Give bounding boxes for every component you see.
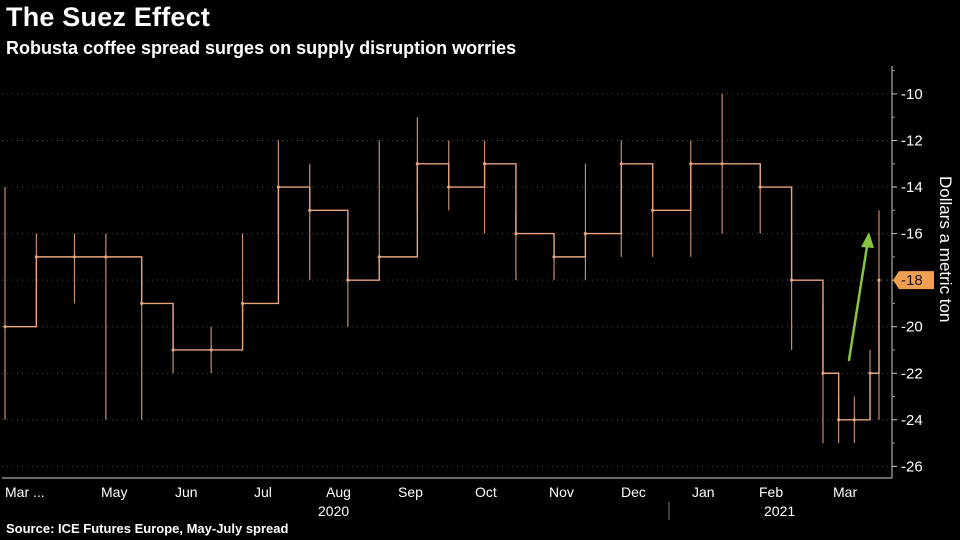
data-point [447, 185, 451, 189]
data-point [821, 371, 825, 375]
x-month-label: Aug [326, 484, 351, 500]
last-value-badge [893, 271, 934, 290]
data-point [276, 185, 281, 189]
data-point [209, 348, 213, 352]
data-point [104, 255, 108, 259]
last-value-marker: -18 [893, 271, 934, 290]
data-point [240, 301, 245, 306]
data-point [720, 162, 724, 166]
data-point [3, 325, 7, 329]
series-group [3, 93, 881, 444]
data-point [415, 162, 419, 166]
x-year-label: 2020 [318, 503, 349, 519]
chart-subtitle: Robusta coffee spread surges on supply d… [6, 38, 517, 58]
data-point [34, 255, 38, 259]
data-point [689, 162, 693, 166]
x-month-label: Dec [621, 484, 646, 500]
data-point [377, 255, 381, 259]
y-axis-title: Dollars a metric ton [936, 176, 955, 322]
arrow-head [861, 232, 874, 248]
x-month-label: Sep [398, 484, 423, 500]
axes [2, 66, 893, 479]
data-point [72, 255, 77, 259]
x-month-label: Mar ... [5, 484, 45, 500]
x-year-label: 2021 [764, 503, 795, 519]
data-point [837, 418, 841, 422]
gridlines [2, 93, 892, 467]
data-point [852, 418, 856, 422]
last-value-label: -18 [901, 272, 923, 289]
y-tick-label: -26 [901, 458, 923, 475]
y-tick-label: -10 [901, 86, 923, 103]
data-point [651, 208, 655, 212]
y-tick-label: -20 [901, 319, 923, 336]
data-point [877, 278, 881, 282]
source-note: Source: ICE Futures Europe, May-July spr… [6, 521, 289, 536]
data-point [619, 162, 623, 166]
y-tick-label: -24 [901, 412, 923, 429]
data-point [171, 348, 175, 352]
chart-title: The Suez Effect [6, 2, 211, 32]
y-tick-label: -12 [901, 132, 923, 149]
arrow-shaft [847, 238, 870, 362]
x-month-label: Jul [254, 484, 272, 500]
data-point [552, 255, 556, 259]
data-point [758, 185, 762, 189]
x-month-label: Oct [475, 484, 497, 500]
x-month-label: Nov [549, 484, 574, 500]
data-point [346, 278, 350, 282]
data-point [482, 162, 487, 166]
y-tick-label: -16 [901, 226, 923, 243]
series-line [5, 163, 880, 421]
y-tick-label: -22 [901, 365, 923, 382]
x-month-label: Jun [175, 484, 198, 500]
data-point [868, 371, 872, 375]
x-month-label: Mar [833, 484, 857, 500]
x-month-label: Feb [759, 484, 783, 500]
x-tick-labels: Mar ... May Jun Jul Aug Sep Oct Nov Dec Jan Feb Mar… [5, 484, 857, 520]
data-point [140, 301, 144, 306]
data-point [308, 208, 312, 212]
trend-arrow [847, 232, 874, 362]
x-month-label: May [101, 484, 127, 500]
data-point [790, 278, 794, 282]
x-month-label: Jan [692, 484, 715, 500]
data-point [514, 231, 518, 236]
data-point [583, 231, 588, 236]
y-tick-label: -14 [901, 179, 923, 196]
